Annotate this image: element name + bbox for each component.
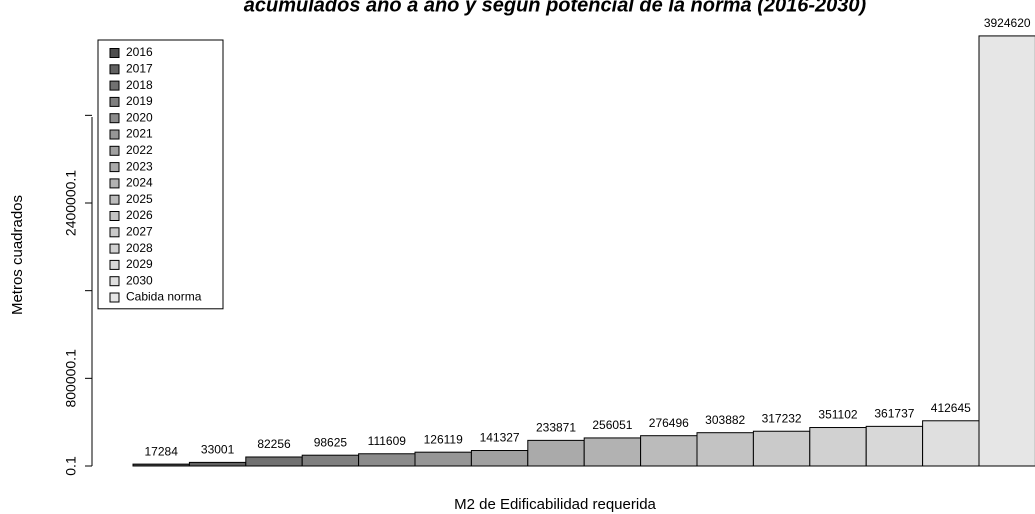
- legend-label: 2028: [126, 241, 153, 255]
- y-tick-label: 800000.1: [63, 349, 79, 408]
- legend-swatch: [109, 96, 120, 107]
- bar: [640, 435, 698, 467]
- legend-label: 2023: [126, 159, 153, 173]
- legend-label: 2020: [126, 110, 153, 124]
- value-label: 256051: [592, 418, 632, 432]
- legend-label: 2030: [126, 273, 153, 287]
- y-axis-title: Metros cuadrados: [9, 195, 26, 315]
- legend-label: 2029: [126, 257, 153, 271]
- bar: [132, 463, 190, 467]
- value-label: 33001: [201, 443, 235, 457]
- bar: [527, 439, 585, 467]
- legend-swatch: [109, 80, 120, 91]
- legend-swatch: [109, 162, 120, 173]
- bar: [752, 430, 811, 467]
- legend-label: 2025: [126, 192, 153, 206]
- legend-swatch: [109, 48, 120, 58]
- chart-title: acumulados año a año y según potencial d…: [244, 0, 867, 16]
- bar: [583, 437, 642, 467]
- value-label: 82256: [257, 437, 291, 451]
- bar: [696, 432, 754, 467]
- legend-label: 2022: [126, 143, 153, 157]
- legend-swatch: [109, 145, 120, 156]
- bar: [922, 420, 980, 467]
- bar: [978, 35, 1035, 467]
- value-label: 276496: [649, 416, 689, 430]
- legend-swatch: [109, 276, 120, 287]
- legend-label: Cabida norma: [126, 290, 202, 304]
- legend-label: 2016: [126, 45, 153, 59]
- legend-label: 2026: [126, 208, 153, 222]
- value-label: 98625: [314, 435, 348, 449]
- legend-label: 2017: [126, 61, 153, 75]
- value-label: 361737: [874, 407, 914, 421]
- x-axis-title: M2 de Edificabilidad requerida: [454, 496, 656, 513]
- legend-swatch: [109, 194, 120, 205]
- bar: [301, 454, 360, 467]
- legend-swatch: [109, 129, 120, 140]
- legend-swatch: [109, 211, 120, 221]
- legend-label: 2024: [126, 176, 153, 190]
- y-tick-label: 2400000.1: [63, 170, 79, 236]
- value-label: 141327: [480, 431, 520, 445]
- legend-swatch: [109, 64, 120, 75]
- bar: [865, 425, 924, 467]
- legend-swatch: [109, 113, 120, 124]
- legend-label: 2021: [126, 127, 153, 141]
- bar: [358, 453, 416, 467]
- legend-swatch: [109, 259, 120, 270]
- legend-label: 2018: [126, 78, 153, 92]
- y-tick-label: 0.1: [63, 456, 79, 476]
- legend-swatch: [109, 227, 120, 238]
- value-label: 351102: [818, 408, 857, 422]
- bar: [809, 427, 867, 467]
- bar: [470, 450, 529, 467]
- legend-label: 2027: [126, 224, 153, 238]
- value-label: 17284: [145, 444, 179, 458]
- value-label: 3924620: [984, 16, 1031, 30]
- value-label: 412645: [931, 401, 971, 415]
- legend-label: 2019: [126, 94, 153, 108]
- bar: [414, 451, 472, 467]
- value-label: 111609: [368, 434, 407, 448]
- value-label: 303882: [705, 413, 745, 427]
- bar: [245, 456, 303, 467]
- value-label: 126119: [424, 432, 463, 446]
- legend-swatch: [109, 243, 120, 254]
- value-label: 233871: [536, 421, 576, 435]
- value-label: 317232: [762, 411, 802, 425]
- legend-swatch: [109, 178, 120, 189]
- legend-swatch: [109, 292, 120, 303]
- bar: [188, 461, 247, 467]
